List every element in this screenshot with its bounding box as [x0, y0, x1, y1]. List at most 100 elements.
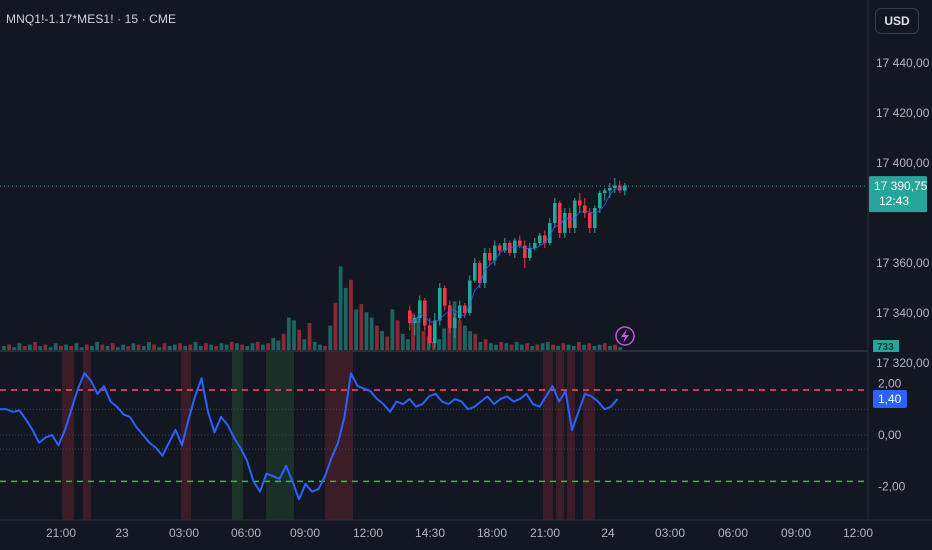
candle-body: [593, 208, 597, 228]
candle-body: [433, 320, 437, 343]
volume-bar: [618, 347, 623, 350]
time-tick-label: 24: [601, 526, 615, 540]
volume-bar: [297, 329, 302, 350]
volume-bar: [613, 344, 618, 350]
candle-body: [438, 288, 442, 321]
volume-bar: [178, 343, 182, 350]
candle-body: [608, 188, 612, 191]
volume-bar: [58, 345, 63, 350]
indicator-tick-label: 0,00: [878, 428, 902, 442]
candle-body: [578, 200, 582, 206]
volume-bar: [84, 344, 89, 350]
volume-bar: [302, 339, 307, 350]
candle-body: [563, 213, 567, 233]
candle-body: [473, 263, 477, 281]
time-tick-label: 18:00: [477, 526, 507, 540]
price-tick-label: 17 440,00: [876, 56, 930, 70]
time-tick-label: 03:00: [169, 526, 199, 540]
volume-bar: [312, 341, 317, 350]
volume-bar: [457, 320, 462, 350]
volume-bar: [364, 312, 369, 350]
volume-bar: [551, 344, 555, 350]
volume-bar: [426, 336, 431, 350]
volume-bar: [204, 343, 208, 350]
volume-tag: [873, 340, 899, 352]
currency-button[interactable]: USD: [875, 8, 919, 34]
time-tick-label: 21:00: [530, 526, 560, 540]
indicator-zone: [232, 352, 243, 520]
volume-bar: [7, 344, 11, 350]
candle-body: [408, 310, 412, 323]
volume-bar: [271, 337, 276, 350]
volume-bar: [43, 344, 48, 350]
candle-body: [613, 185, 617, 188]
volume-bar: [261, 344, 265, 350]
volume-bar: [141, 345, 146, 350]
indicator-series-line: [0, 372, 619, 501]
volume-bar: [38, 345, 43, 350]
candle-body: [553, 203, 557, 223]
volume-bar: [209, 344, 213, 350]
volume-bar: [229, 341, 234, 350]
volume-bar: [53, 343, 58, 350]
volume-bar: [374, 325, 379, 350]
time-tick-label: 21:00: [46, 526, 76, 540]
candle-body: [598, 193, 602, 208]
volume-bar: [608, 345, 612, 350]
volume-bar: [74, 343, 79, 350]
time-tick-label: 09:00: [781, 526, 811, 540]
candle-body: [428, 325, 432, 343]
volume-bar: [504, 343, 509, 350]
indicator-current-tag: [873, 389, 907, 408]
candle-body: [548, 223, 552, 243]
indicator-zone: [567, 352, 575, 520]
candle-body: [583, 205, 587, 213]
volume-bar: [359, 304, 364, 350]
volume-bar: [442, 328, 447, 350]
candle-body: [463, 305, 467, 313]
volume-bar: [152, 344, 157, 350]
volume-bar: [349, 279, 353, 350]
time-tick-label: 12:00: [353, 526, 383, 540]
volume-bar: [240, 344, 245, 350]
volume-bar: [276, 340, 281, 350]
volume-bar: [48, 347, 53, 350]
volume-bar: [198, 345, 203, 350]
candle-body: [448, 305, 452, 328]
volume-bar: [333, 302, 338, 350]
volume-bar: [602, 343, 607, 350]
volume-bar: [411, 313, 416, 350]
candle-body: [623, 185, 627, 191]
volume-bar: [328, 325, 333, 350]
volume-bar: [90, 345, 94, 350]
volume-bar: [69, 345, 74, 350]
candle-body: [453, 318, 457, 328]
volume-bar: [514, 341, 519, 350]
candle-body: [443, 288, 447, 306]
candle-body: [523, 245, 527, 258]
volume-bar: [126, 345, 131, 350]
candle-body: [528, 248, 532, 258]
symbol-title: MNQ1!-1.17*MES1! · 15 · CME: [6, 12, 177, 26]
volume-bar: [545, 341, 550, 350]
indicator-zone: [181, 352, 191, 520]
volume-bar: [281, 333, 286, 350]
volume-bar: [509, 344, 514, 350]
volume-bar: [105, 345, 110, 350]
volume-bar: [214, 345, 219, 350]
volume-bar: [380, 331, 384, 350]
price-tick-label: 17 340,00: [876, 306, 930, 320]
volume-bar: [22, 345, 27, 350]
candle-body: [603, 190, 607, 193]
volume-bar: [483, 339, 488, 350]
candle-body: [418, 300, 422, 318]
volume-bar: [463, 325, 467, 350]
last-price-value: 17 390,75: [874, 179, 928, 193]
volume-bar: [157, 347, 162, 350]
volume-bar: [561, 343, 566, 350]
volume-bar: [354, 309, 359, 350]
volume-bar: [292, 320, 296, 350]
volume-bar: [172, 344, 177, 350]
volume-value: 733: [877, 342, 894, 353]
